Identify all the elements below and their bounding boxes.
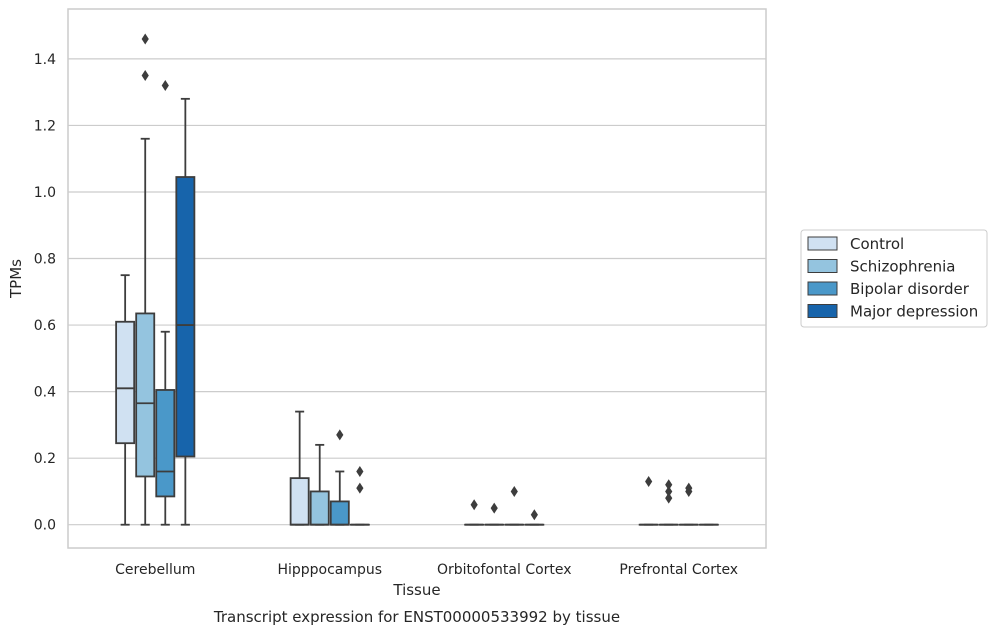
x-axis-label: Tissue bbox=[392, 581, 440, 599]
x-tick-label: Orbitofontal Cortex bbox=[437, 562, 572, 578]
box-iqr bbox=[329, 500, 350, 526]
legend-label: Major depression bbox=[850, 303, 978, 321]
box-schizophrenia bbox=[309, 443, 330, 526]
box-control bbox=[289, 410, 310, 526]
y-tick-label: 0.4 bbox=[34, 385, 56, 401]
outlier-point bbox=[510, 485, 518, 497]
box-schizophrenia bbox=[135, 33, 156, 526]
box-iqr bbox=[135, 312, 156, 478]
outlier-point bbox=[665, 479, 673, 491]
box-major-depression bbox=[524, 509, 545, 526]
legend-frame bbox=[800, 229, 988, 328]
legend-swatch bbox=[807, 236, 838, 251]
box-bipolar-disorder bbox=[678, 482, 699, 526]
outlier-point bbox=[685, 482, 693, 494]
x-tick-label: Prefrontal Cortex bbox=[619, 562, 738, 578]
legend-swatch bbox=[807, 304, 838, 318]
box-control bbox=[638, 475, 659, 526]
box-bipolar-disorder bbox=[329, 429, 350, 526]
legend-swatch bbox=[807, 259, 838, 273]
outlier-point bbox=[356, 465, 364, 477]
y-tick-label: 0.6 bbox=[34, 318, 56, 334]
y-tick-label: 1.2 bbox=[34, 118, 56, 134]
box-iqr bbox=[175, 176, 196, 458]
x-tick-labels: Cerebellum Hipppocampus Orbitofontal Corte… bbox=[115, 562, 738, 578]
outlier-point bbox=[141, 33, 149, 45]
box-schizophrenia bbox=[484, 502, 505, 526]
legend-swatch bbox=[807, 281, 838, 296]
legend-label: Control bbox=[850, 235, 904, 253]
boxes-layer bbox=[115, 33, 719, 526]
box-major-depression bbox=[175, 97, 196, 526]
outlier-point bbox=[530, 509, 538, 521]
y-tick-label: 1.4 bbox=[34, 52, 56, 68]
y-tick-label: 0.0 bbox=[34, 518, 56, 534]
box-bipolar-disorder bbox=[504, 485, 525, 526]
box-iqr bbox=[309, 490, 330, 526]
box-control bbox=[464, 499, 485, 526]
box-control bbox=[115, 274, 136, 526]
outlier-point bbox=[336, 429, 344, 441]
legend-label: Schizophrenia bbox=[850, 258, 955, 276]
box-iqr bbox=[289, 477, 310, 526]
outlier-point bbox=[665, 485, 673, 497]
legend: Control Schizophrenia Bipolar disorder Majo… bbox=[800, 229, 988, 328]
outlier-point bbox=[356, 482, 364, 494]
chart-caption: Transcript expression for ENST0000053399… bbox=[213, 608, 620, 626]
y-axis-label: TPMs bbox=[7, 259, 25, 299]
outlier-point bbox=[470, 499, 478, 511]
outlier-point bbox=[141, 70, 149, 82]
outlier-point bbox=[490, 502, 498, 514]
x-tick-label: Cerebellum bbox=[115, 562, 195, 578]
legend-label: Bipolar disorder bbox=[850, 280, 970, 298]
y-tick-label: 0.8 bbox=[34, 252, 56, 268]
y-tick-label: 1.0 bbox=[34, 185, 56, 201]
x-tick-label: Hipppocampus bbox=[277, 562, 382, 578]
box-bipolar-disorder bbox=[155, 80, 176, 526]
box-iqr bbox=[155, 389, 176, 498]
y-tick-label: 0.2 bbox=[34, 451, 56, 467]
y-tick-labels: 0.0 0.2 0.4 0.6 0.8 1.0 1.2 1.4 bbox=[34, 52, 56, 534]
box-major-depression bbox=[349, 465, 370, 526]
plot-frame bbox=[67, 8, 767, 549]
box-iqr bbox=[115, 320, 136, 445]
outlier-point bbox=[665, 492, 673, 504]
outlier-point bbox=[161, 80, 169, 92]
outlier-point bbox=[645, 475, 653, 487]
box-schizophrenia bbox=[658, 479, 679, 526]
